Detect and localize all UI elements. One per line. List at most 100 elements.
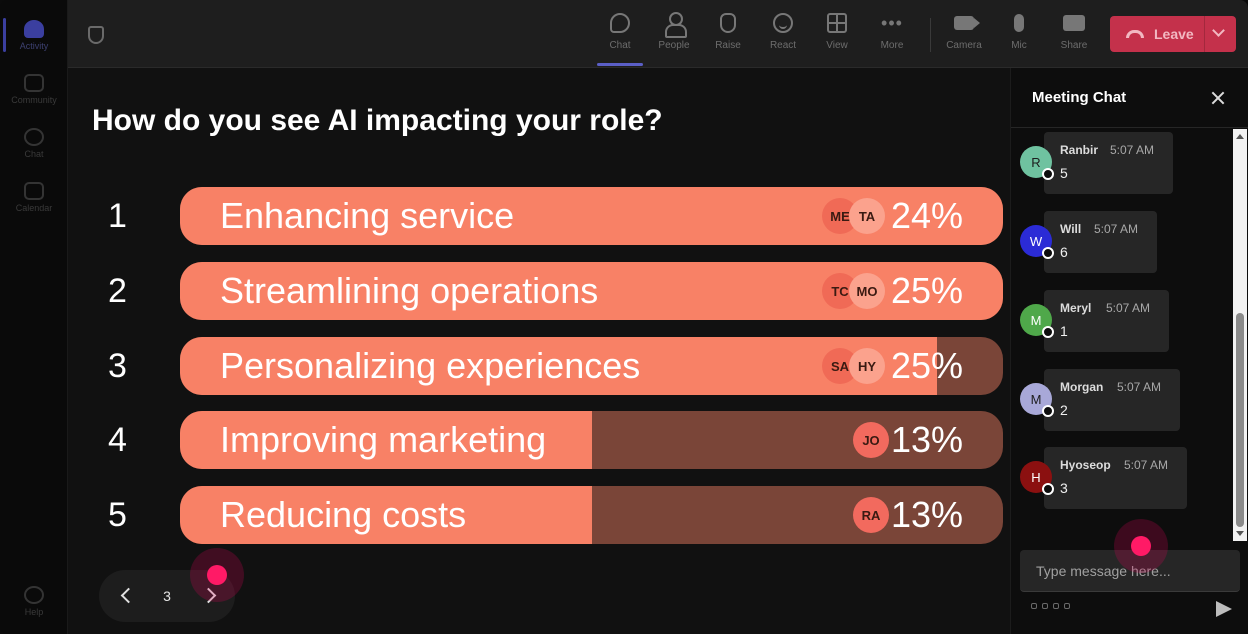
poll-option-3: 3 Personalizing experiences SA HY 25% (68, 337, 1010, 395)
people-icon (664, 12, 687, 38)
community-icon (24, 73, 44, 92)
presence-status-icon (1042, 168, 1054, 180)
message-bubble[interactable]: Ranbir 5:07 AM 5 (1044, 132, 1173, 194)
avatar-initial: W (1029, 233, 1043, 249)
rail-item-help[interactable]: Help (0, 574, 68, 628)
message-text: 5 (1060, 165, 1068, 181)
presence-status-icon (1042, 247, 1054, 259)
poll-option-bar: Reducing costs RA 13% (180, 486, 1003, 544)
rail-item-chat[interactable]: Chat (0, 116, 68, 170)
react-button[interactable]: React (757, 8, 809, 60)
poll-option-percent: 25% (890, 270, 963, 311)
message-text: 1 (1060, 323, 1068, 339)
chat-message[interactable]: Meryl 5:07 AM 1 M (1011, 290, 1233, 354)
format-icon[interactable] (1031, 603, 1037, 609)
chat-button[interactable]: Chat (594, 8, 646, 66)
meeting-chat-panel: Meeting Chat Ranbir 5:07 AM 5 R Will 5:07 AM 6… (1010, 68, 1248, 634)
message-timestamp: 5:07 AM (1106, 301, 1151, 315)
presence-status-icon (1042, 483, 1054, 495)
chat-bubble-icon (610, 13, 630, 33)
more-button[interactable]: ••• More (866, 8, 918, 60)
rail-item-label: Chat (24, 148, 44, 159)
calendar-icon (24, 181, 44, 200)
raise-hand-button[interactable]: Raise (702, 8, 754, 60)
avatar[interactable]: H (1020, 461, 1054, 495)
voter-avatar: TA (849, 198, 885, 234)
raise-button-label: Raise (715, 40, 741, 51)
attach-icon[interactable] (1042, 603, 1048, 609)
poll-option-label: Reducing costs (220, 494, 467, 535)
message-bubble[interactable]: Meryl 5:07 AM 1 (1044, 290, 1169, 352)
close-icon[interactable] (1209, 89, 1227, 107)
poll-option-number: 1 (108, 197, 127, 235)
message-bubble[interactable]: Hyoseop 5:07 AM 3 (1044, 447, 1187, 509)
poll-question: How do you see AI impacting your role? (92, 104, 663, 137)
chat-message[interactable]: Ranbir 5:07 AM 5 R (1011, 132, 1233, 196)
rail-item-activity[interactable]: Activity (0, 8, 68, 62)
avatar-initial: M (1030, 391, 1042, 407)
smile-icon (773, 13, 793, 33)
chat-message-list[interactable]: Ranbir 5:07 AM 5 R Will 5:07 AM 6 W Meryl 5:07 AM… (1011, 129, 1233, 541)
poll-option-fill (180, 337, 937, 395)
gif-icon[interactable] (1064, 603, 1070, 609)
message-bubble[interactable]: Will 5:07 AM 6 (1044, 211, 1157, 273)
emoji-icon[interactable] (1053, 603, 1059, 609)
poll-option-percent: 24% (890, 195, 963, 236)
poll-stage: How do you see AI impacting your role? 1… (68, 68, 1010, 634)
poll-option-percent: 25% (890, 345, 963, 386)
avatar[interactable]: R (1020, 146, 1054, 180)
people-button[interactable]: People (648, 8, 700, 60)
rail-item-label: Community (11, 94, 57, 105)
rail-item-community[interactable]: Community (0, 62, 68, 116)
poll-option-percent: 13% (890, 419, 963, 460)
chevron-left-icon[interactable] (120, 587, 137, 604)
grid-icon (827, 13, 847, 33)
more-button-label: More (880, 40, 904, 51)
mic-button-label: Mic (1011, 40, 1027, 51)
chat-message[interactable]: Hyoseop 5:07 AM 3 H (1011, 447, 1233, 511)
voter-avatar: MO (849, 273, 885, 309)
chat-header: Meeting Chat (1011, 68, 1248, 128)
chat-message[interactable]: Morgan 5:07 AM 2 M (1011, 369, 1233, 433)
sender-name: Morgan (1060, 380, 1104, 394)
sender-name: Meryl (1060, 301, 1092, 315)
camera-button[interactable]: Camera (938, 8, 990, 60)
voter-avatar: JO (853, 422, 889, 458)
share-button[interactable]: Share (1048, 8, 1100, 60)
rail-item-label: Help (24, 606, 44, 617)
scroll-down-icon[interactable] (1236, 531, 1244, 536)
chat-message-input[interactable] (1020, 550, 1240, 592)
poll-option-bar: Personalizing experiences SA HY 25% (180, 337, 1003, 395)
presence-status-icon (1042, 405, 1054, 417)
shield-icon[interactable] (88, 26, 104, 44)
scrollbar-thumb[interactable] (1236, 313, 1244, 527)
avatar[interactable]: M (1020, 383, 1054, 417)
view-button[interactable]: View (811, 8, 863, 60)
presence-status-icon (1042, 326, 1054, 338)
scroll-up-icon[interactable] (1236, 134, 1244, 139)
poll-option-4: 4 Improving marketing JO 13% (68, 411, 1010, 469)
poll-option-label: Enhancing service (220, 195, 515, 236)
click-indicator (1114, 519, 1168, 573)
chat-message[interactable]: Will 5:07 AM 6 W (1011, 211, 1233, 275)
mic-button[interactable]: Mic (993, 8, 1045, 60)
camera-off-icon (954, 16, 980, 30)
sender-name: Will (1060, 222, 1082, 236)
chat-icon (24, 127, 44, 146)
avatar[interactable]: M (1020, 304, 1054, 338)
chat-scrollbar[interactable] (1233, 129, 1247, 541)
poll-option-fill (180, 411, 592, 469)
bell-icon (24, 19, 44, 38)
chevron-down-icon[interactable] (1212, 24, 1225, 37)
poll-option-number: 3 (108, 347, 127, 385)
avatar[interactable]: W (1020, 225, 1054, 259)
chat-composer (1020, 550, 1240, 592)
poll-option-label: Personalizing experiences (220, 345, 641, 386)
poll-option-label: Streamlining operations (220, 270, 599, 311)
app-rail: Activity Community Chat Calendar Help (0, 0, 68, 634)
message-bubble[interactable]: Morgan 5:07 AM 2 (1044, 369, 1180, 431)
send-icon[interactable] (1216, 601, 1232, 617)
leave-button[interactable]: Leave (1110, 16, 1236, 52)
rail-item-calendar[interactable]: Calendar (0, 170, 68, 224)
poll-option-1: 1 Enhancing service ME TA 24% (68, 187, 1010, 245)
